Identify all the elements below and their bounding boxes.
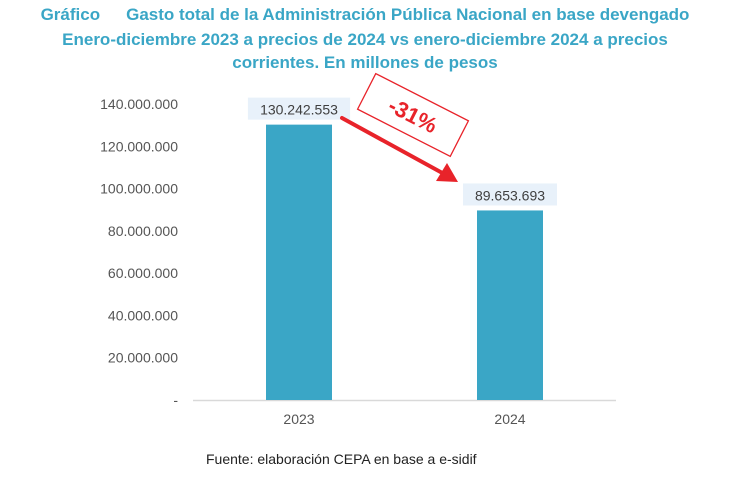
y-tick-label: - xyxy=(173,392,178,408)
data-label: 130.242.553 xyxy=(260,102,338,118)
y-tick-label: 120.000.000 xyxy=(100,138,178,154)
annotation-box xyxy=(356,72,470,158)
decline-arrow-head xyxy=(436,163,458,182)
bar-2024 xyxy=(477,210,543,400)
chart-title-line-2: Enero-diciembre 2023 a precios de 2024 v… xyxy=(62,30,668,49)
title-text: Gasto total de la Administración Pública… xyxy=(126,5,690,24)
chart-title-line-3: corrientes. En millones de pesos xyxy=(232,53,498,72)
x-tick-label: 2023 xyxy=(283,411,314,427)
data-label-background xyxy=(463,183,557,206)
data-label: 89.653.693 xyxy=(475,187,545,203)
decline-arrow-shaft xyxy=(340,116,448,177)
y-tick-label: 60.000.000 xyxy=(108,265,178,281)
figure-label: Gráfico xyxy=(40,5,101,24)
x-tick-label: 2024 xyxy=(494,411,525,427)
source-note: Fuente: elaboración CEPA en base a e-sid… xyxy=(206,451,477,467)
change-annotation: -31% xyxy=(356,72,470,158)
chart-title-line-1: Gráfico Gasto total de la Administración … xyxy=(0,4,730,25)
data-label-background xyxy=(247,97,351,120)
y-tick-label: 80.000.000 xyxy=(108,223,178,239)
bar-2023 xyxy=(266,124,332,400)
y-tick-label: 20.000.000 xyxy=(108,350,178,366)
y-tick-label: 100.000.000 xyxy=(100,181,178,197)
y-tick-label: 140.000.000 xyxy=(100,96,178,112)
y-tick-label: 40.000.000 xyxy=(108,307,178,323)
